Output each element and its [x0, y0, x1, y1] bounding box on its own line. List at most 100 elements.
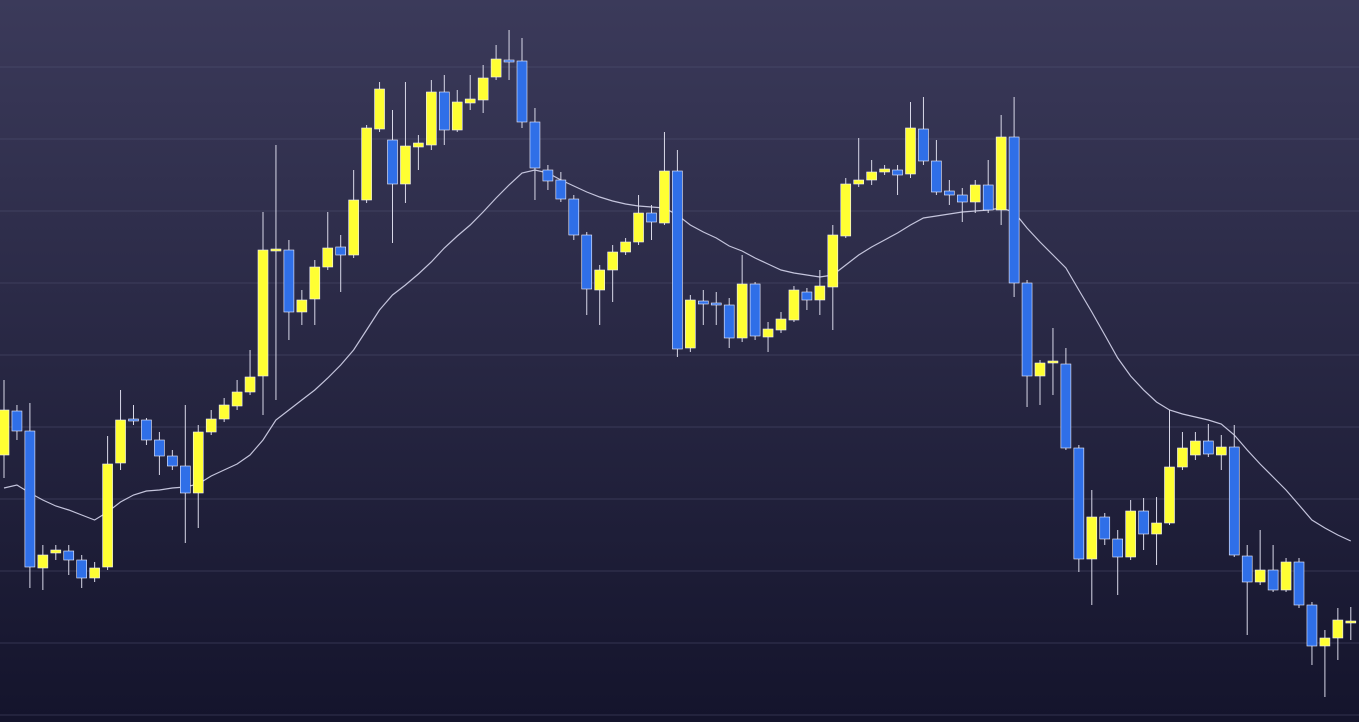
candle-body	[1345, 620, 1357, 624]
candle-body	[1047, 360, 1059, 364]
candle-body	[944, 190, 955, 196]
candle-body	[231, 391, 243, 407]
candle-body	[387, 139, 398, 185]
candle-body	[128, 418, 139, 422]
candle-body	[685, 299, 696, 349]
candle-body	[710, 302, 722, 306]
candle-body	[555, 179, 567, 200]
candle-body	[102, 463, 113, 568]
candle-body	[853, 179, 865, 185]
candle-body	[296, 299, 308, 313]
candle-body	[374, 88, 385, 130]
candle-body	[63, 550, 75, 561]
candle-body	[814, 285, 826, 301]
candle-body	[1112, 538, 1123, 558]
candle-body	[672, 170, 683, 350]
candle-body	[956, 194, 968, 203]
candle-body	[1125, 510, 1136, 558]
candle-body	[1254, 569, 1266, 583]
candle-body	[775, 318, 787, 331]
candle-body	[37, 554, 49, 569]
candle-body	[283, 249, 295, 313]
candle-body	[529, 121, 541, 169]
candle-body	[167, 455, 178, 467]
candle-body	[1099, 516, 1111, 540]
candle-body	[982, 184, 994, 211]
candle-body	[270, 248, 282, 252]
candle-body	[89, 567, 100, 579]
candle-body	[879, 168, 890, 173]
candle-body	[697, 300, 709, 305]
candle-body	[1280, 561, 1292, 591]
candle-body	[426, 91, 437, 146]
candle-body	[581, 234, 593, 290]
candle-body	[788, 289, 800, 321]
candle-body	[1073, 447, 1085, 560]
candle-body	[490, 58, 502, 78]
candle-body	[322, 247, 334, 268]
candle-body	[1034, 362, 1046, 377]
candle-body	[361, 127, 372, 201]
candle-body	[1293, 561, 1305, 606]
candle-body	[348, 199, 359, 256]
candle-body	[205, 418, 217, 433]
candle-body	[1332, 619, 1344, 639]
candle-body	[659, 170, 670, 224]
candle-body	[840, 183, 852, 237]
candle-body	[1021, 282, 1033, 377]
candle-body	[620, 241, 631, 253]
candle-body	[464, 98, 476, 104]
candle-body	[451, 101, 463, 131]
candle-body	[0, 409, 10, 456]
candle-body	[1086, 516, 1098, 560]
candle-body	[1164, 466, 1175, 524]
candle-body	[477, 77, 489, 101]
candle-body	[1060, 363, 1072, 449]
candle-body	[516, 60, 528, 123]
candle-body	[141, 419, 152, 441]
candle-body	[1241, 555, 1253, 583]
candle-body	[1151, 522, 1162, 535]
candle-body	[11, 410, 23, 432]
candle-body	[1177, 447, 1188, 468]
candle-body	[1267, 569, 1279, 591]
candle-body	[1203, 440, 1214, 455]
candle-body	[866, 171, 877, 181]
candle-body	[218, 404, 230, 420]
candle-body	[633, 212, 644, 243]
candle-body	[723, 304, 735, 339]
candle-body	[762, 328, 774, 338]
candle-body	[1306, 604, 1318, 647]
candle-body	[607, 251, 618, 271]
candle-body	[1190, 440, 1201, 456]
candle-body	[503, 59, 515, 63]
candle-body	[244, 376, 256, 393]
candle-body	[309, 266, 321, 300]
candle-body	[736, 283, 748, 339]
candle-body	[438, 91, 450, 131]
candle-body	[1319, 637, 1331, 647]
candle-body	[995, 136, 1007, 211]
candle-body	[1216, 446, 1227, 456]
candle-body	[827, 234, 839, 288]
candle-body	[335, 246, 347, 256]
candle-body	[50, 549, 62, 554]
candle-body	[413, 142, 424, 148]
candle-body	[969, 184, 981, 203]
candle-body	[931, 160, 942, 193]
candle-body	[1008, 136, 1020, 284]
candle-body	[892, 169, 903, 176]
candle-body	[568, 198, 580, 236]
candle-body	[180, 465, 191, 494]
candle-body	[918, 128, 929, 162]
candle-body	[646, 212, 657, 223]
candle-body	[542, 169, 554, 182]
candle-body	[115, 419, 126, 464]
candle-body	[192, 431, 204, 494]
candle-body	[257, 249, 269, 377]
candle-body	[76, 559, 87, 579]
candle-body	[1138, 510, 1149, 535]
